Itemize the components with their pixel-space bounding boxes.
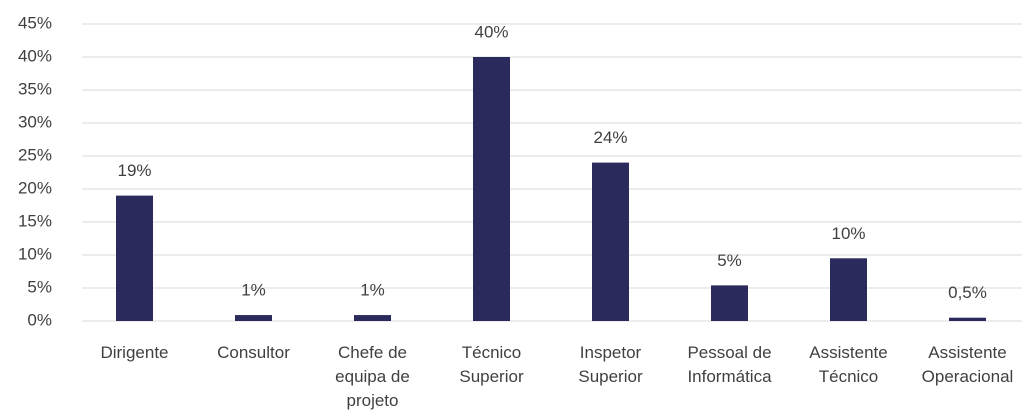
x-tick-label: Assistente Técnico	[809, 343, 888, 386]
x-tick-label: Consultor	[217, 343, 290, 362]
bar	[235, 315, 272, 321]
x-tick-label: Dirigente	[100, 343, 169, 362]
y-tick-label: 30%	[18, 112, 52, 131]
y-tick-label: 0%	[27, 310, 52, 329]
x-tick-label: Pessoal de Informática	[687, 343, 772, 386]
bar	[830, 258, 867, 321]
bar	[592, 162, 629, 321]
data-label: 1%	[360, 281, 385, 300]
bar	[116, 195, 153, 321]
data-label: 19%	[117, 161, 151, 180]
x-tick-label: Assistente Operacional	[921, 343, 1014, 386]
y-tick-label: 35%	[18, 79, 52, 98]
bar	[354, 315, 391, 321]
bar	[473, 57, 510, 321]
data-label: 5%	[717, 251, 742, 270]
bar	[949, 317, 986, 321]
y-tick-label: 40%	[18, 46, 52, 65]
data-label: 24%	[593, 128, 627, 147]
bar	[711, 285, 748, 321]
data-label: 40%	[474, 22, 508, 41]
x-tick-label: Técnico Superior	[459, 343, 524, 386]
data-label: 10%	[831, 224, 865, 243]
y-tick-label: 5%	[27, 277, 52, 296]
data-label: 1%	[241, 281, 266, 300]
x-tick-label: Inspetor Superior	[578, 343, 643, 386]
y-tick-label: 20%	[18, 178, 52, 197]
y-tick-label: 15%	[18, 211, 52, 230]
data-label: 0,5%	[948, 283, 987, 302]
y-tick-label: 10%	[18, 244, 52, 263]
y-tick-label: 45%	[18, 13, 52, 32]
y-tick-label: 25%	[18, 145, 52, 164]
x-tick-label: Chefe de equipa de projeto	[335, 343, 410, 410]
